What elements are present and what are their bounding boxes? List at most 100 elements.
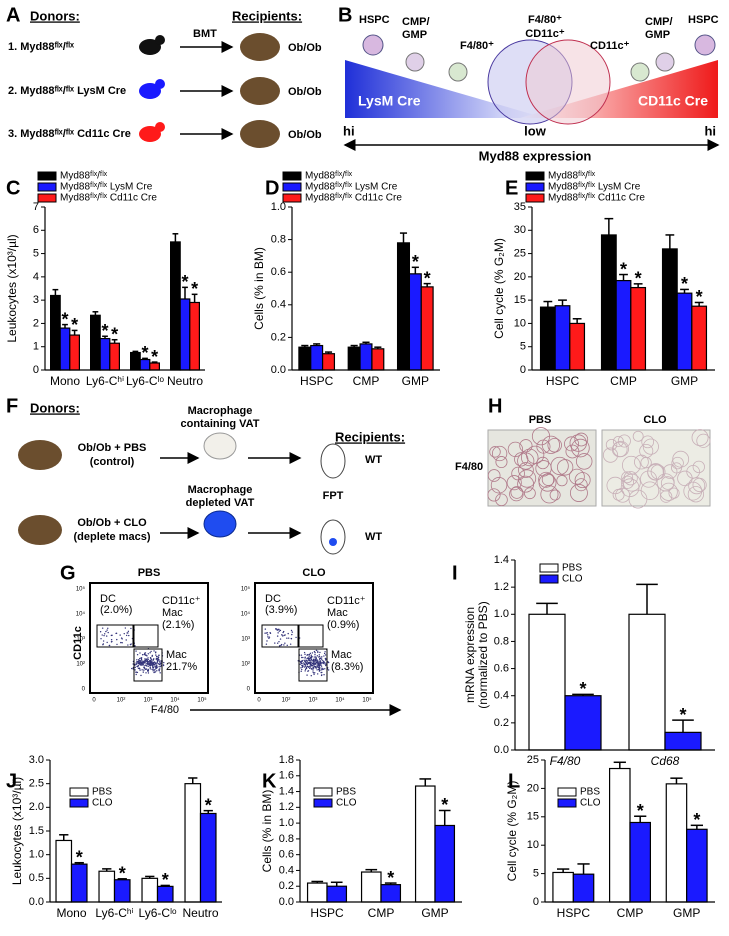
- bar: [360, 871, 382, 903]
- gate-label: CD11c⁺: [327, 595, 366, 607]
- gate-label: CD11c⁺: [162, 595, 201, 607]
- flow-event: [303, 662, 305, 664]
- flow-event: [317, 668, 320, 671]
- x-tick-label: Ly6-Cʰⁱ: [86, 374, 124, 388]
- donor-label: (deplete macs): [73, 531, 150, 543]
- flow-event: [311, 652, 314, 654]
- flow-event: [147, 672, 150, 674]
- flow-event: [304, 664, 307, 666]
- flow-event: [313, 661, 315, 663]
- flow-event: [128, 634, 130, 637]
- gate-label: (3.9%): [265, 604, 297, 616]
- donor-label: 1. Myd88ᶠˡˣ/ᶠˡˣ: [8, 41, 75, 53]
- flow-event: [321, 658, 323, 660]
- x-tick-label: Ly6-Cˡᵒ: [126, 374, 164, 388]
- y-tick-label: 20: [514, 271, 526, 283]
- bar: [130, 351, 141, 371]
- flow-event: [303, 651, 306, 654]
- flow-event: [138, 662, 140, 664]
- gate-label: 21.7%: [166, 661, 197, 673]
- flow-event: [121, 638, 123, 640]
- wedge-label: LysM Cre: [358, 93, 421, 109]
- mouse-icon: [155, 79, 165, 89]
- flow-event: [136, 661, 138, 663]
- flow-event: [110, 634, 113, 637]
- legend-swatch: [282, 182, 302, 192]
- x-tick-label: Mono: [56, 906, 86, 920]
- flow-event: [163, 661, 165, 664]
- y-tick-label: 0.8: [279, 833, 294, 845]
- donor-label: 3. Myd88ᶠˡˣ/ᶠˡˣ Cd11c Cre: [8, 128, 131, 140]
- adipocyte: [641, 435, 655, 449]
- flow-event: [313, 650, 316, 653]
- bar: [306, 882, 328, 903]
- x-tick-label: F4/80: [550, 754, 581, 768]
- y-tick-label: 2: [33, 317, 39, 329]
- flow-event: [108, 644, 111, 647]
- panel-label: F: [6, 395, 18, 417]
- flow-event: [310, 662, 312, 664]
- flow-event: [314, 659, 317, 662]
- flow-event: [312, 667, 315, 669]
- significance-marker: *: [119, 864, 126, 884]
- flow-event: [295, 636, 297, 639]
- flow-event: [317, 651, 319, 654]
- wedge-label: CD11c Cre: [638, 93, 708, 109]
- adipocyte: [487, 488, 501, 502]
- y-tick-label: 0.0: [271, 364, 286, 376]
- vat-label: depleted VAT: [186, 497, 255, 509]
- flow-event: [145, 672, 147, 674]
- scale-label: hi: [343, 123, 355, 138]
- recipient-label: WT: [365, 531, 382, 543]
- adipocyte: [517, 469, 537, 488]
- flow-event: [119, 634, 121, 636]
- legend-label: Myd88ᶠˡˣ/ᶠˡˣ LysM Cre: [305, 182, 398, 193]
- y-tick-label: 25: [514, 247, 526, 259]
- tick-label: 10²: [117, 698, 126, 704]
- flow-event: [100, 638, 102, 640]
- flow-event: [304, 660, 306, 662]
- y-axis-label: Cells (% in BM): [252, 247, 266, 330]
- y-tick-label: 1.4: [494, 554, 509, 566]
- y-tick-label: 1.0: [279, 817, 294, 829]
- flow-event: [306, 662, 308, 664]
- flow-event: [135, 671, 138, 673]
- flow-event: [138, 667, 141, 670]
- panel-f: F Donors: Recipients: Macrophage contain…: [6, 395, 405, 555]
- tick-label: 10⁵: [362, 697, 372, 704]
- cell-icon: [362, 34, 384, 56]
- significance-marker: *: [441, 795, 448, 815]
- flow-event: [120, 641, 122, 644]
- flow-event: [322, 659, 324, 662]
- legend-label: PBS: [92, 787, 112, 798]
- adipocyte: [495, 493, 508, 507]
- bar: [371, 348, 385, 371]
- flow-event: [158, 666, 160, 668]
- flow-event: [156, 664, 158, 667]
- row: 1. Myd88ᶠˡˣ/ᶠˡˣ Ob/Ob: [8, 33, 322, 61]
- adipocyte: [634, 454, 649, 470]
- adipocyte: [632, 430, 644, 442]
- flow-event: [143, 652, 146, 655]
- adipocyte: [557, 459, 574, 476]
- flow-event: [121, 642, 123, 644]
- flow-event: [157, 660, 159, 662]
- flow-event: [145, 668, 148, 670]
- cell-label: HSPC: [359, 14, 390, 26]
- legend-label: PBS: [580, 787, 600, 798]
- gate-label: (8.3%): [331, 661, 363, 673]
- flow-event: [278, 630, 280, 632]
- flow-event: [305, 667, 308, 670]
- bar: [310, 344, 324, 371]
- legend-label: PBS: [562, 563, 582, 574]
- y-tick-label: 1: [33, 341, 39, 353]
- significance-marker: *: [151, 347, 158, 367]
- flow-event: [310, 659, 312, 661]
- flow-event: [139, 661, 141, 663]
- bar: [89, 314, 101, 371]
- flow-event: [102, 640, 105, 642]
- flow-event: [145, 654, 147, 656]
- flow-event: [317, 660, 319, 663]
- flow-event: [110, 639, 113, 641]
